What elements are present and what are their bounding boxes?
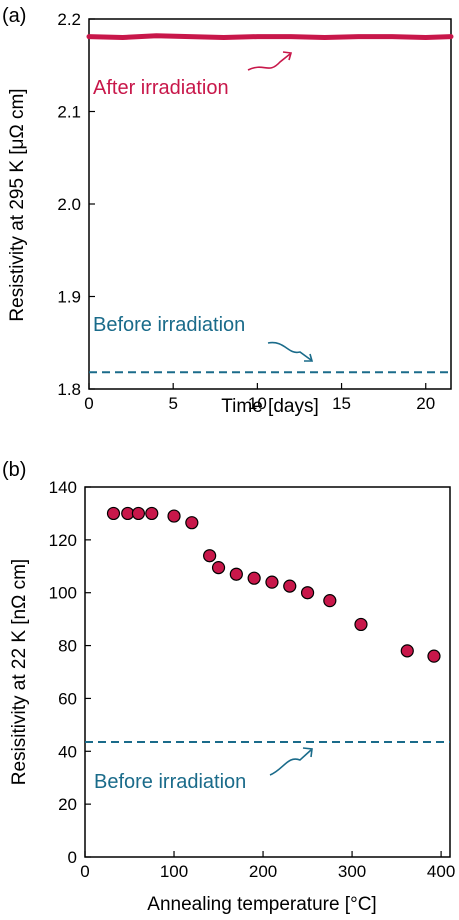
data-point: [283, 579, 297, 593]
x-tick-label: 0: [84, 394, 93, 413]
chart-a-ylabel: Resistivity at 295 K [μΩ cm]: [7, 88, 28, 321]
panel-b-label: (b): [2, 459, 26, 481]
y-tick-label: 20: [58, 795, 77, 814]
before-irradiation-label-b: Before irradiation: [94, 771, 246, 793]
data-point: [300, 586, 315, 600]
after-irradiation-label: After irradiation: [93, 77, 229, 99]
data-point: [400, 644, 414, 658]
y-tick-label: 140: [49, 478, 77, 497]
before-irradiation-arrow-b: [269, 749, 312, 776]
chart-a: 0 5 10 15 20 1.8 1.9 2.0 2.1 2.2 Time [days] Resi…: [7, 10, 454, 417]
data-point: [145, 506, 159, 521]
data-point: [131, 506, 146, 521]
before-irradiation-arrowhead-a: [304, 353, 314, 362]
x-tick-label: 5: [168, 394, 177, 413]
x-tick-label: 15: [332, 394, 351, 413]
x-tick-label: 0: [80, 862, 89, 881]
x-tick-label: 20: [416, 394, 435, 413]
after-irradiation-arrowhead: [282, 51, 293, 61]
x-tick-label: 300: [338, 862, 366, 881]
data-point: [229, 567, 243, 581]
chart-b-xlabel: Annealing temperature [°C]: [147, 894, 376, 915]
y-tick-label: 1.8: [57, 380, 81, 399]
chart-b-ylabel: Resisitivity at 22 K [nΩ cm]: [9, 559, 30, 785]
y-tick-label: 2.0: [57, 195, 81, 214]
data-point: [323, 594, 337, 608]
data-point: [265, 575, 279, 589]
before-irradiation-arrowhead-b: [302, 747, 313, 758]
x-tick-label: 400: [427, 862, 455, 881]
x-tick-label: 100: [160, 862, 188, 881]
data-point: [354, 617, 368, 632]
data-point: [211, 561, 226, 575]
y-tick-label: 2.2: [57, 10, 81, 29]
data-point: [167, 509, 181, 523]
data-point: [247, 571, 261, 585]
y-tick-label: 100: [49, 584, 77, 603]
chart-a-xlabel: Time [days]: [221, 396, 319, 417]
after-irradiation-arrow: [247, 53, 291, 71]
data-point: [185, 516, 199, 530]
y-tick-label: 1.9: [57, 288, 81, 307]
y-tick-label: 120: [49, 531, 77, 550]
x-tick-label: 200: [249, 862, 277, 881]
data-point: [106, 506, 121, 521]
y-tick-label: 80: [58, 637, 77, 656]
y-tick-label: 60: [58, 689, 77, 708]
chart-b: 0 100 200 300 400 0 20 40 60 80 100 120 140 Annealin…: [9, 478, 455, 915]
chart-b-frame: [84, 486, 451, 858]
y-tick-label: 0: [68, 848, 77, 867]
y-tick-label: 40: [58, 742, 77, 761]
x-tick-label: 10: [248, 394, 267, 413]
data-point: [427, 649, 441, 663]
after-irradiation-line: [86, 33, 454, 41]
before-irradiation-label-a: Before irradiation: [93, 314, 245, 336]
panel-a-label: (a): [2, 5, 26, 27]
before-irradiation-arrow-a: [267, 341, 312, 361]
y-tick-label: 2.1: [57, 103, 81, 122]
data-point: [203, 549, 217, 563]
